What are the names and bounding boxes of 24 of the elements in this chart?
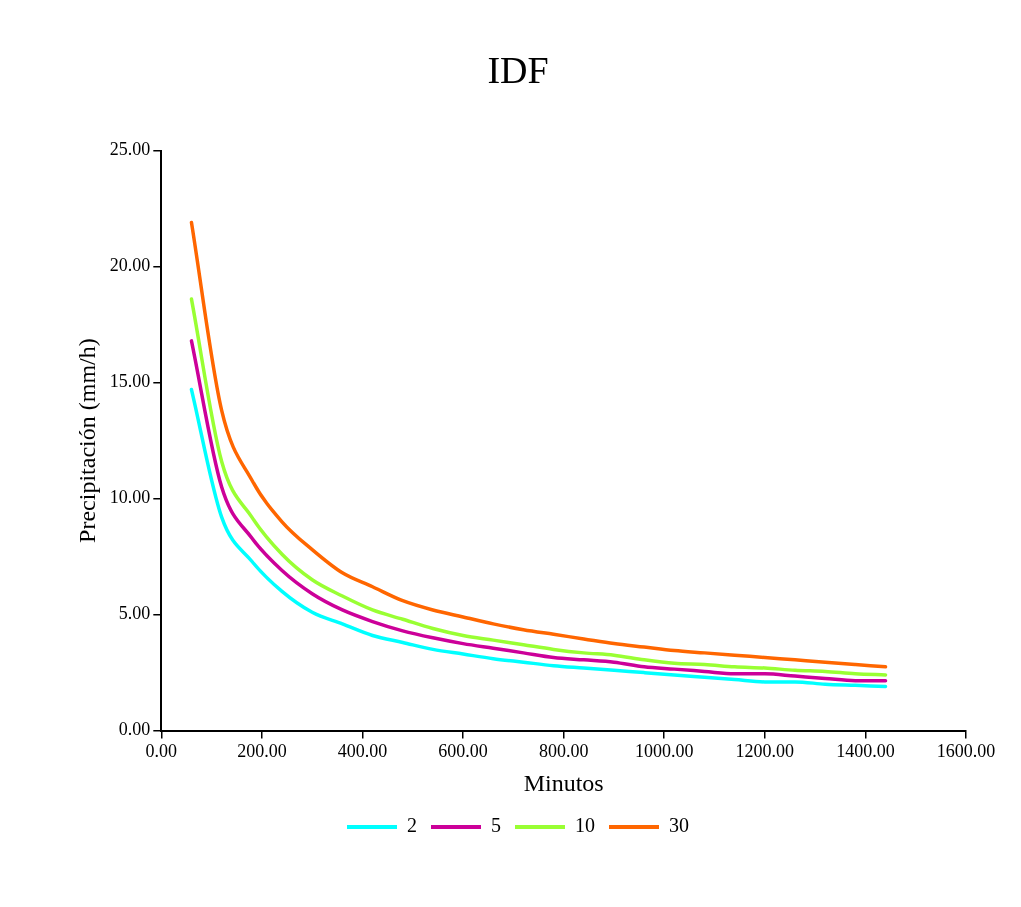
y-tick-label: 20.00	[109, 255, 151, 276]
x-axis-title: Minutos	[523, 769, 604, 796]
legend-label: 30	[669, 814, 689, 837]
x-tick-label: 1600.00	[936, 741, 996, 762]
x-tick-label: 1200.00	[735, 741, 795, 762]
x-tick-label: 600.00	[438, 741, 488, 762]
line-series	[189, 387, 888, 689]
legend-label: 5	[491, 814, 501, 837]
y-axis-title: Precipitación (mm/h)	[73, 338, 100, 543]
x-tick-label: 800.00	[538, 741, 589, 762]
y-tick-label: 0.00	[118, 719, 151, 740]
legend-label: 10	[575, 814, 595, 837]
x-tick-label: 200.00	[237, 741, 287, 762]
x-tick-label: 400.00	[337, 741, 388, 762]
x-tick-label: 1400.00	[836, 741, 895, 762]
y-tick-label: 25.00	[109, 139, 151, 160]
legend-label: 2	[407, 814, 417, 837]
chart-title: IDF	[487, 48, 549, 91]
y-tick-label: 10.00	[109, 487, 151, 508]
y-tick-label: 5.00	[118, 603, 151, 624]
x-tick-label: 0.00	[145, 741, 178, 762]
x-tick-label: 1000.00	[634, 741, 694, 762]
y-tick-label: 15.00	[109, 371, 151, 392]
line-series	[189, 220, 888, 669]
